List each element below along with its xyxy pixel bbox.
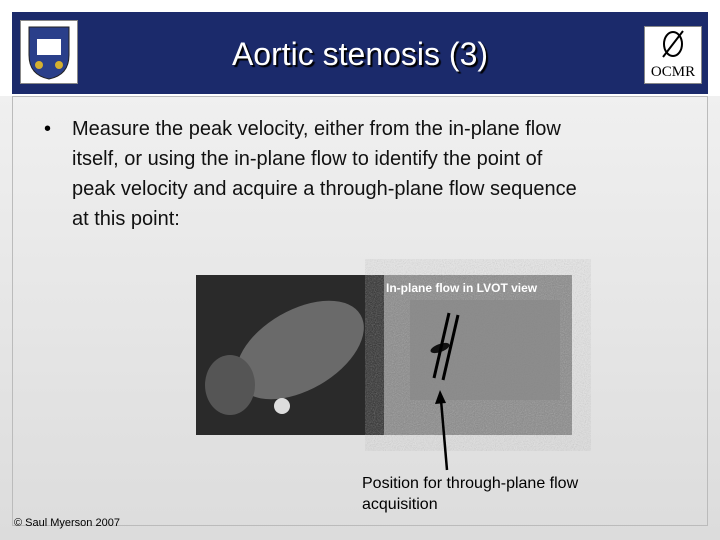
- aorta: [274, 398, 290, 414]
- bullet-dot: •: [44, 118, 52, 140]
- right-logo: OCMR: [644, 26, 702, 84]
- figure-label: In-plane flow in LVOT view: [386, 281, 538, 295]
- arrow-head: [435, 390, 446, 404]
- bullet-line: peak velocity and acquire a through-plan…: [72, 178, 577, 200]
- tissue: [205, 355, 255, 415]
- copyright: © Saul Myerson 2007: [14, 517, 120, 529]
- caption-line: Position for through-plane flow: [362, 475, 579, 492]
- caption-line: acquisition: [362, 496, 438, 513]
- bullet-line: at this point:: [72, 208, 180, 230]
- bullet-line: Measure the peak velocity, either from t…: [72, 118, 561, 140]
- bullet-line: itself, or using the in-plane flow to id…: [72, 148, 543, 170]
- content-frame: [12, 96, 708, 526]
- logo-mark: [662, 30, 684, 58]
- crest: [28, 26, 70, 80]
- plane-line: [441, 314, 460, 381]
- heart: [236, 300, 364, 400]
- left-logo: [20, 20, 78, 84]
- arrow-shaft: [439, 399, 449, 471]
- logo-text: OCMR: [650, 64, 696, 80]
- plane-line: [432, 312, 451, 379]
- header-band: [12, 12, 708, 94]
- title: Aortic stenosis (3): [231, 36, 489, 72]
